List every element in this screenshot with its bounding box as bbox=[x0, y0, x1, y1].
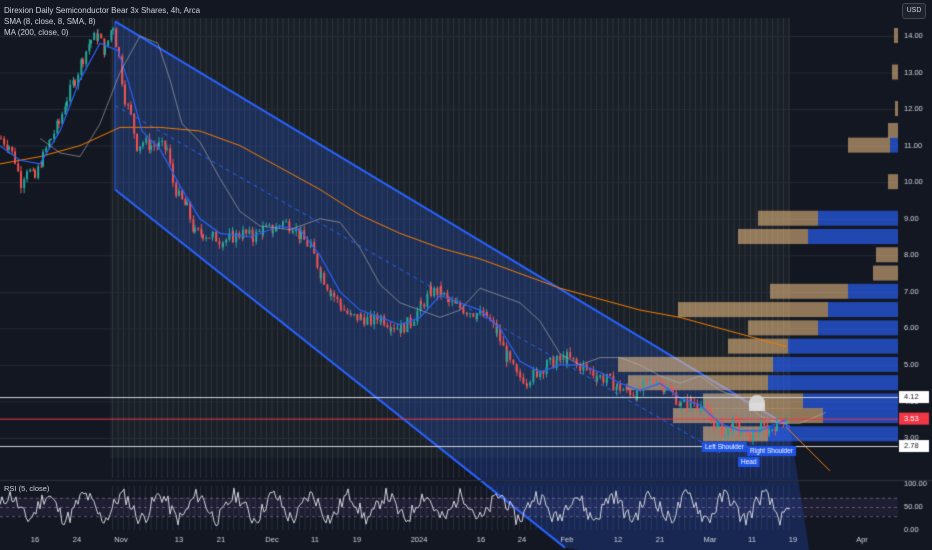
legend-sma: SMA (8, close, 8, SMA, 8) bbox=[4, 17, 96, 26]
rsi-legend: RSI (5, close) bbox=[4, 484, 50, 493]
currency-button[interactable]: USD bbox=[902, 3, 926, 19]
chart-legend: Direxion Daily Semiconductor Bear 3x Sha… bbox=[4, 5, 200, 38]
legend-ma: MA (200, close, 0) bbox=[4, 28, 69, 37]
legend-title: Direxion Daily Semiconductor Bear 3x Sha… bbox=[4, 6, 201, 15]
